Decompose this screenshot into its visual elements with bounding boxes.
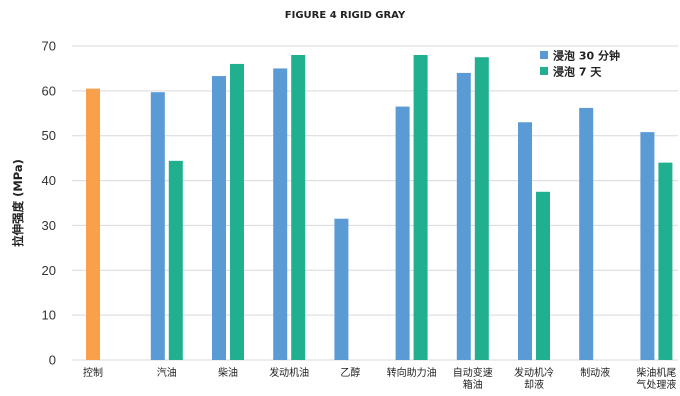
y-tick-label: 70 <box>42 39 56 54</box>
y-tick-label: 30 <box>42 218 56 233</box>
bar-series-1 <box>518 122 532 360</box>
bar-series-1 <box>334 218 349 360</box>
bar-series-1 <box>395 106 410 360</box>
legend-swatch <box>540 67 548 75</box>
x-tick-label: 自动变速 <box>453 366 493 379</box>
y-tick-label: 20 <box>42 263 56 278</box>
x-tick-label: 转向助力油 <box>387 366 437 379</box>
bar-series-1 <box>579 107 594 360</box>
bar-series-2 <box>658 162 673 360</box>
legend-swatch <box>540 51 548 59</box>
y-tick-label: 60 <box>42 83 56 98</box>
x-tick-label: 汽油 <box>157 366 177 379</box>
x-tick-label: 却液 <box>524 378 544 391</box>
bar-series-1 <box>273 68 288 360</box>
chart-title: FIGURE 4 RIGID GRAY <box>285 10 406 21</box>
bar-series-1 <box>456 72 471 361</box>
bar-series-2 <box>291 54 306 360</box>
x-tick-label: 柴油 <box>218 366 238 379</box>
y-tick-label: 50 <box>42 128 56 143</box>
y-axis-ticks: 0 10 20 30 40 50 60 70 <box>42 39 56 368</box>
x-tick-label: 发动机油 <box>269 366 309 379</box>
legend-label: 浸泡 30 分钟 <box>553 49 620 63</box>
x-tick-label: 发动机冷 <box>514 366 554 379</box>
x-tick-label: 乙醇 <box>340 366 360 379</box>
bars <box>86 54 673 361</box>
x-tick-label: 制动液 <box>580 366 610 379</box>
bar-series-1 <box>212 76 226 360</box>
x-tick-label: 箱油 <box>463 378 483 391</box>
bar-series-2 <box>413 54 428 360</box>
y-tick-label: 10 <box>42 308 56 323</box>
x-tick-label: 气处理液 <box>636 378 676 391</box>
y-tick-label: 40 <box>42 173 56 188</box>
legend-label: 浸泡 7 天 <box>553 65 602 79</box>
bar-series-1 <box>640 132 655 360</box>
bar-series-1 <box>150 92 165 361</box>
x-tick-label: 柴油机尾 <box>636 366 676 379</box>
bar-series-2 <box>168 160 183 360</box>
y-axis-label: 拉伸强度 (MPa) <box>11 159 25 247</box>
bar-series-2 <box>230 63 244 360</box>
x-tick-label: 控制 <box>83 366 103 379</box>
bar-series-2 <box>474 57 489 360</box>
bar-series-2 <box>536 191 550 360</box>
y-tick-label: 0 <box>49 353 56 368</box>
bar-control <box>86 88 100 360</box>
